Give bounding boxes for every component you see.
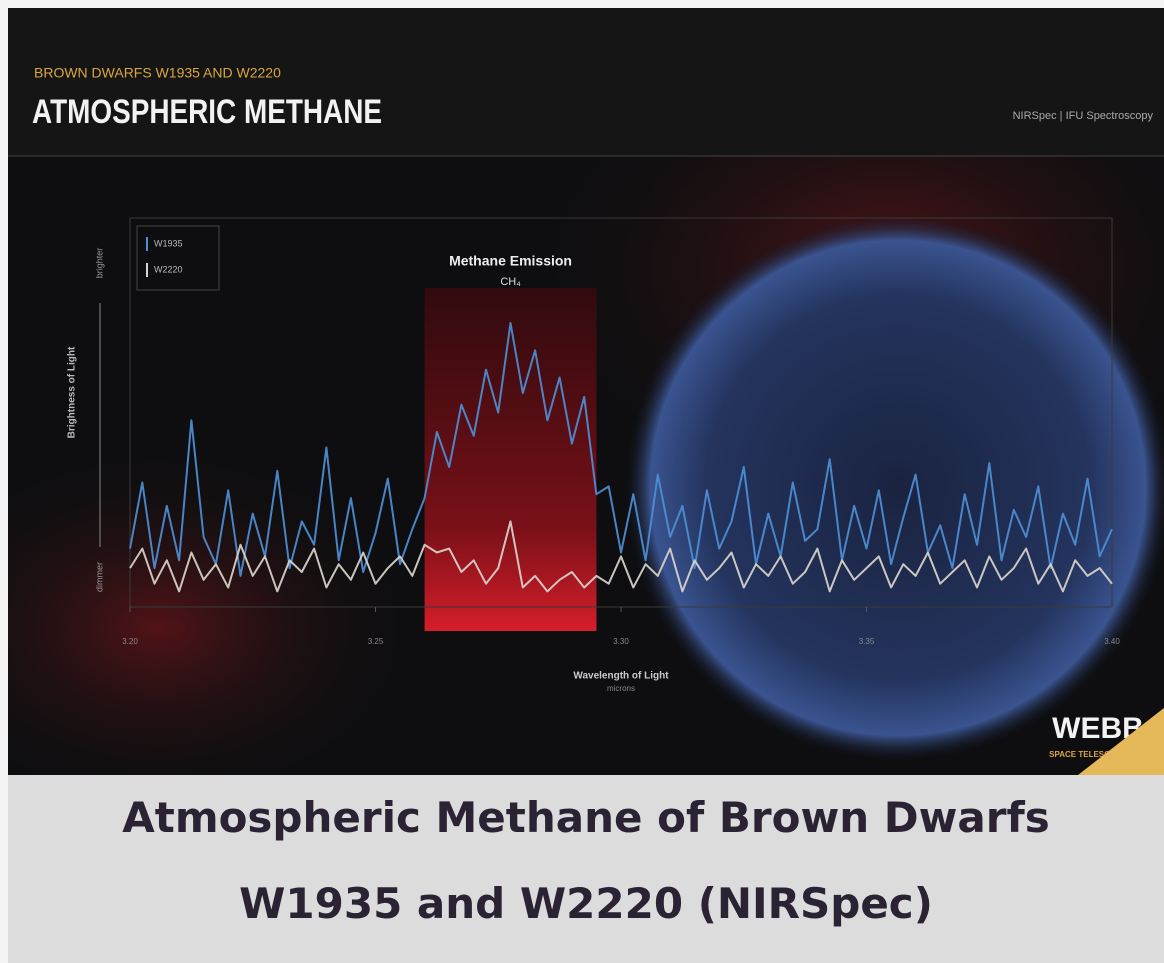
caption: Atmospheric Methane of Brown Dwarfs W193… [8, 775, 1164, 963]
caption-line: Atmospheric Methane of Brown Dwarfs [8, 775, 1164, 861]
legend-label: W1935 [154, 238, 183, 248]
x-tick-label: 3.30 [613, 637, 629, 646]
header [8, 8, 1164, 156]
y-low: dimmer [94, 562, 104, 592]
chart: BROWN DWARFS W1935 AND W2220 ATMOSPHERIC… [8, 8, 1164, 775]
x-tick-label: 3.20 [122, 637, 138, 646]
planet [623, 213, 1164, 763]
legend-label: W2220 [154, 264, 183, 274]
x-unit: microns [607, 684, 635, 693]
y-high: brighter [94, 248, 104, 279]
x-tick-label: 3.40 [1104, 637, 1120, 646]
x-tick-label: 3.35 [859, 637, 875, 646]
y-label: Brightness of Light [67, 346, 78, 438]
caption-line: W1935 and W2220 (NIRSpec) [8, 861, 1164, 947]
x-label: Wavelength of Light [573, 671, 669, 682]
x-tick-label: 3.25 [368, 637, 384, 646]
annotation-title: Methane Emission [449, 253, 572, 269]
page: BROWN DWARFS W1935 AND W2220 ATMOSPHERIC… [0, 0, 1164, 963]
instrument: NIRSpec | IFU Spectroscopy [1013, 110, 1154, 122]
suptitle: BROWN DWARFS W1935 AND W2220 [34, 65, 281, 81]
annotation-formula: CH₄ [500, 276, 521, 288]
title: ATMOSPHERIC METHANE [32, 93, 382, 131]
